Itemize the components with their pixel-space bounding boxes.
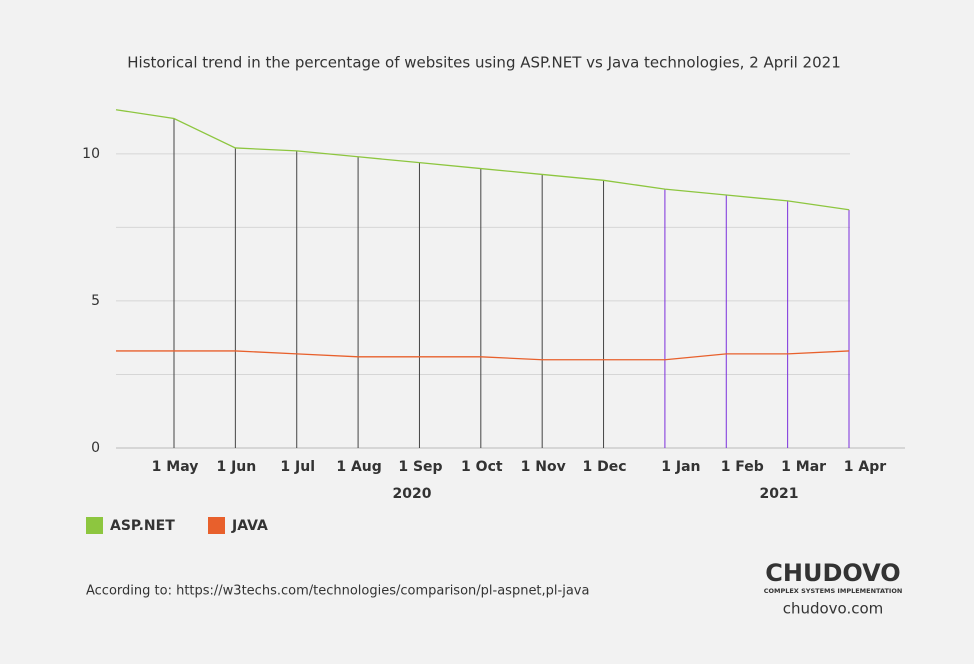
legend-label: ASP.NET [110, 518, 175, 534]
logo-tagline: COMPLEX SYSTEMS IMPLEMENTATION [764, 587, 903, 595]
legend-label: JAVA [231, 518, 268, 534]
x-tick-label: 1 Feb [721, 459, 764, 475]
series-line [116, 350, 850, 361]
y-tick-label: 10 [82, 146, 100, 162]
logo: CHUDOVO [765, 559, 900, 587]
x-group-label: 2020 [393, 486, 432, 502]
x-tick-label: 1 Dec [583, 459, 627, 475]
site: chudovo.com [783, 600, 884, 618]
chart-title: Historical trend in the percentage of we… [127, 54, 840, 72]
x-tick-label: 1 Jan [661, 459, 700, 475]
source-note: According to: https://w3techs.com/techno… [86, 584, 589, 599]
y-tick-label: 0 [91, 440, 100, 456]
x-group-label: 2021 [760, 486, 799, 502]
x-tick-label: 1 Sep [398, 459, 442, 475]
x-tick-label: 1 Apr [844, 459, 886, 475]
x-tick-label: 1 Nov [521, 459, 566, 475]
legend-swatch [86, 517, 103, 534]
x-tick-label: 1 Jun [216, 459, 256, 475]
x-tick-label: 1 Mar [781, 459, 826, 475]
y-tick-label: 5 [91, 293, 100, 309]
x-tick-label: 1 Jul [280, 459, 315, 475]
series-line [115, 109, 850, 211]
x-tick-label: 1 Oct [461, 459, 503, 475]
x-tick-label: 1 May [152, 459, 199, 475]
legend-swatch [208, 517, 225, 534]
x-tick-label: 1 Aug [336, 459, 381, 475]
